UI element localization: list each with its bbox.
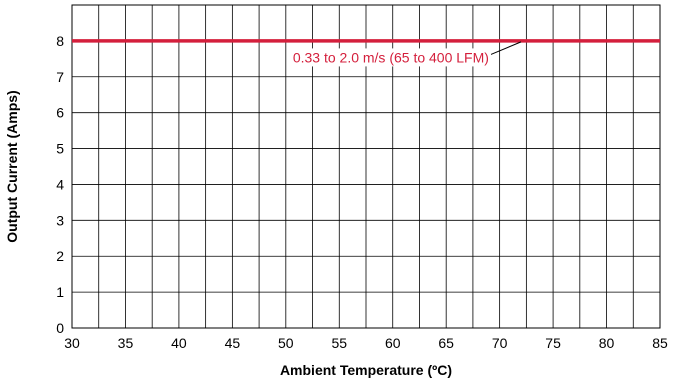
x-tick-label: 80 (599, 335, 615, 351)
y-tick-label: 6 (56, 105, 64, 121)
annotation-layer: 0.33 to 2.0 m/s (65 to 400 LFM) (289, 41, 522, 67)
y-tick-label: 8 (56, 33, 64, 49)
y-tick-label: 5 (56, 141, 64, 157)
y-axis-title: Output Current (Amps) (4, 90, 20, 242)
y-tick-label: 0 (56, 320, 64, 336)
x-axis-tick-labels: 30 35 40 45 50 55 60 65 70 75 80 85 (64, 335, 668, 351)
y-tick-label: 3 (56, 212, 64, 228)
annotation-leader-line (490, 41, 522, 55)
x-tick-label: 40 (171, 335, 187, 351)
horizontal-gridlines (72, 40, 660, 293)
y-axis-tick-labels: 0 1 2 3 4 5 6 7 8 (56, 33, 64, 336)
x-tick-label: 35 (118, 335, 134, 351)
plot-frame (71, 4, 661, 329)
y-tick-label: 7 (56, 69, 64, 85)
x-tick-label: 45 (225, 335, 241, 351)
x-tick-label: 30 (64, 335, 80, 351)
annotation-label-background (289, 48, 491, 67)
x-tick-label: 70 (492, 335, 508, 351)
x-tick-label: 60 (385, 335, 401, 351)
y-tick-label: 1 (56, 284, 64, 300)
x-tick-label: 55 (331, 335, 347, 351)
x-tick-label: 75 (545, 335, 561, 351)
y-tick-label: 4 (56, 176, 64, 192)
x-axis-title: Ambient Temperature (ºC) (280, 362, 452, 378)
x-tick-label: 65 (438, 335, 454, 351)
x-tick-label: 85 (652, 335, 668, 351)
annotation-label: 0.33 to 2.0 m/s (65 to 400 LFM) (293, 49, 489, 65)
x-tick-label: 50 (278, 335, 294, 351)
plot-border (71, 4, 661, 329)
y-tick-label: 2 (56, 248, 64, 264)
